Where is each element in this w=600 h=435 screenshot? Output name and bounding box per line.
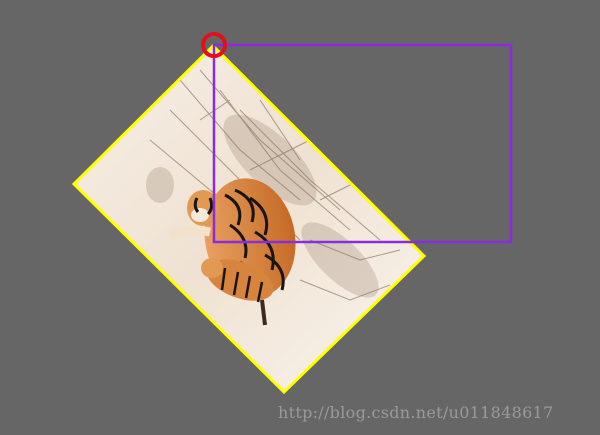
rotated-image-border	[71, 43, 427, 395]
anchor-marker-circle	[201, 32, 227, 58]
watermark: http://blog.csdn.net/u011848617	[278, 403, 554, 422]
tiger-cub	[201, 258, 274, 326]
rotated-image	[74, 46, 424, 392]
bounding-rectangle	[212, 43, 513, 244]
